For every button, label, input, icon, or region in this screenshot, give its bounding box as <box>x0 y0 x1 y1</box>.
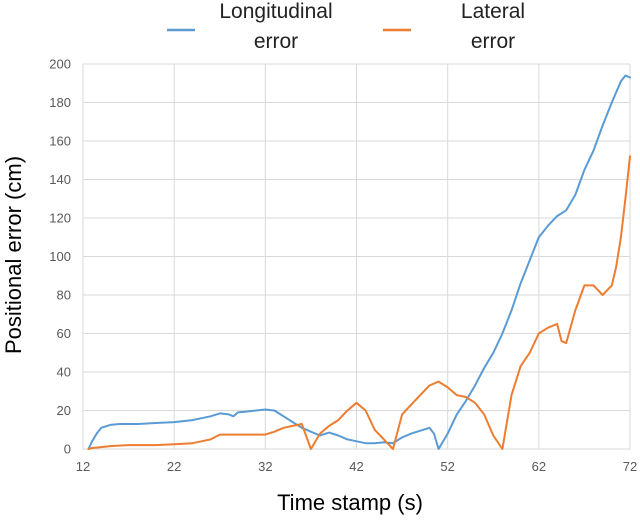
x-tick-label: 52 <box>440 459 454 474</box>
legend-label: Longitudinal <box>219 0 332 23</box>
y-tick-label: 100 <box>49 249 71 264</box>
legend-label: error <box>471 30 515 53</box>
x-axis-title: Time stamp (s) <box>277 490 423 515</box>
y-tick-label: 120 <box>49 211 71 226</box>
x-tick-label: 42 <box>349 459 363 474</box>
x-tick-label: 62 <box>532 459 546 474</box>
x-tick-label: 12 <box>76 459 90 474</box>
series-line-longitudinal-error <box>87 74 631 450</box>
y-tick-label: 140 <box>49 172 71 187</box>
legend: Longitudinal error Lateral error <box>167 0 525 53</box>
x-tick-label: 32 <box>258 459 272 474</box>
x-tick-label: 72 <box>623 459 637 474</box>
legend-label: error <box>254 30 298 53</box>
series-lines <box>87 74 631 450</box>
y-tick-label: 0 <box>64 442 71 457</box>
legend-label: Lateral <box>461 0 525 23</box>
series-line-lateral-error <box>87 155 631 450</box>
y-axis-title: Positional error (cm) <box>1 156 26 354</box>
y-tick-label: 160 <box>49 134 71 149</box>
y-tick-label: 60 <box>57 326 71 341</box>
x-tick-label: 22 <box>167 459 181 474</box>
y-tick-label: 180 <box>49 95 71 110</box>
gridlines <box>82 63 631 450</box>
y-tick-label: 20 <box>57 403 71 418</box>
y-tick-label: 200 <box>49 57 71 72</box>
y-tick-label: 40 <box>57 365 71 380</box>
tick-labels: 0 20 40 60 80 100 120 140 160 180 200 12 22 32 42 52 62 7… <box>49 57 637 475</box>
y-tick-label: 80 <box>57 288 71 303</box>
